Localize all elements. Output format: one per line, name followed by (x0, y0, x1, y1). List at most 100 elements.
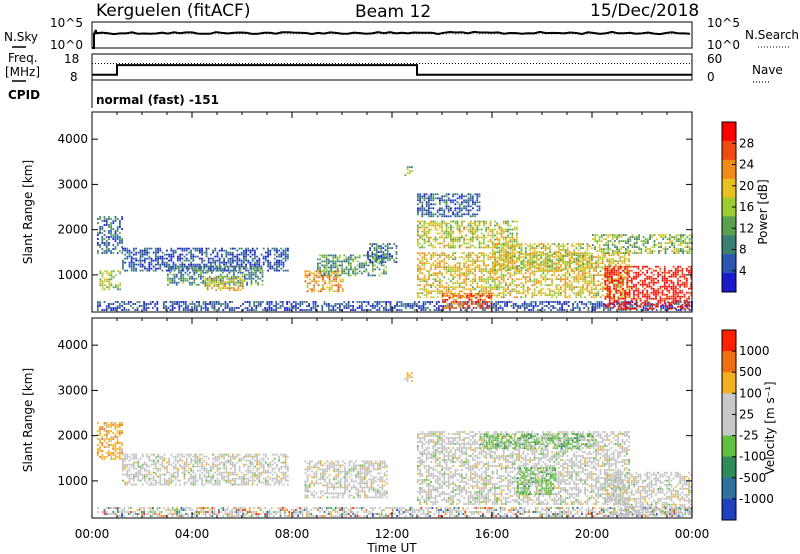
echo-cell (566, 269, 569, 271)
echo-cell (503, 253, 505, 255)
echo-cell (171, 303, 174, 305)
echo-cell (538, 267, 540, 269)
echo-cell (336, 268, 339, 271)
echo-cell (608, 258, 611, 261)
echo-cell (642, 305, 645, 307)
echo-cell (295, 307, 297, 309)
echo-cell (358, 305, 361, 307)
echo-cell (474, 276, 476, 279)
echo-cell (386, 255, 389, 257)
echo-cell (529, 254, 531, 257)
echo-cell (491, 236, 494, 239)
echo-cell (672, 295, 675, 298)
echo-cell (177, 259, 179, 262)
echo-cell (668, 269, 671, 272)
echo-cell (549, 258, 551, 261)
echo-cell (572, 303, 574, 305)
echo-cell (487, 226, 490, 229)
echo-cell (542, 254, 545, 257)
echo-cell (586, 261, 589, 263)
echo-cell (168, 263, 170, 266)
echo-cell (341, 260, 343, 263)
echo-cell (527, 288, 529, 291)
echo-cell (670, 301, 673, 304)
echo-cell (661, 291, 664, 294)
echo-cell (190, 261, 192, 264)
echo-cell (591, 263, 593, 265)
echo-cell (425, 282, 428, 285)
echo-cell (173, 275, 176, 278)
echo-cell (133, 247, 135, 250)
echo-cell (481, 305, 484, 307)
echo-cell (487, 246, 490, 249)
echo-cell (380, 256, 383, 259)
echo-cell (432, 264, 435, 267)
echo-cell (633, 297, 635, 300)
echo-cell (278, 261, 280, 264)
echo-cell (598, 246, 601, 248)
echo-cell (496, 251, 499, 253)
echo-cell (200, 269, 202, 272)
echo-cell (562, 258, 564, 261)
echo-cell (503, 255, 505, 257)
echo-cell (374, 258, 376, 261)
echo-cell (204, 309, 207, 311)
echo-cell (639, 279, 642, 282)
echo-cell (330, 309, 332, 311)
echo-cell (566, 243, 569, 245)
echo-cell (250, 269, 253, 272)
echo-cell (421, 268, 424, 271)
echo-cell (419, 278, 421, 281)
echo-cell (685, 281, 688, 284)
echo-cell (157, 257, 159, 260)
echo-cell (461, 274, 463, 277)
echo-cell (442, 299, 444, 301)
echo-cell (314, 309, 317, 311)
echo-cell (328, 260, 330, 263)
echo-cell (577, 265, 580, 267)
echo-cell (472, 226, 474, 229)
echo-cell (278, 253, 280, 256)
echo-cell (496, 260, 498, 263)
echo-cell (193, 303, 196, 305)
echo-cell (469, 272, 472, 275)
echo-cell (566, 251, 569, 253)
echo-cell (586, 284, 589, 287)
echo-cell (436, 296, 439, 299)
echo-cell (635, 275, 638, 278)
echo-cell (564, 286, 567, 289)
echo-cell (267, 249, 269, 252)
echo-cell (635, 285, 638, 288)
echo-cell (686, 307, 689, 309)
echo-cell (270, 303, 273, 305)
echo-cell (345, 307, 348, 309)
echo-cell (505, 242, 507, 245)
echo-cell (666, 301, 669, 303)
echo-cell (257, 267, 259, 270)
echo-cell (423, 242, 426, 245)
echo-cell (619, 280, 622, 283)
echo-cell (476, 284, 479, 287)
echo-cell (358, 301, 361, 303)
echo-cell (577, 255, 580, 257)
echo-cell (385, 307, 387, 309)
echo-cell (195, 277, 198, 280)
echo-cell (567, 301, 570, 303)
echo-cell (679, 269, 682, 272)
echo-cell (332, 305, 335, 307)
echo-cell (531, 280, 534, 283)
echo-cell (99, 216, 101, 218)
echo-cell (261, 275, 264, 278)
echo-cell (199, 247, 201, 250)
echo-cell (454, 286, 457, 289)
echo-cell (491, 262, 494, 265)
echo-cell (276, 255, 278, 258)
echo-cell (496, 288, 498, 291)
echo-cell (531, 265, 534, 267)
echo-cell (579, 266, 582, 269)
echo-cell (461, 236, 463, 239)
echo-cell (380, 245, 382, 247)
echo-cell (681, 275, 684, 278)
echo-cell (623, 256, 626, 259)
